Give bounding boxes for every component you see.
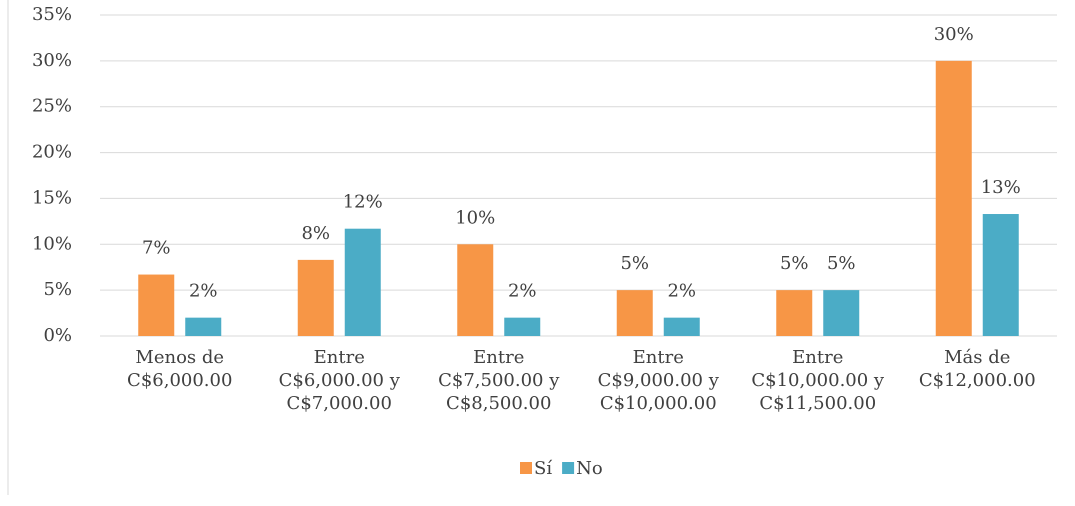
value-label: 5%: [827, 253, 856, 274]
x-tick-label: C$10,000.00 y: [751, 370, 885, 391]
bar: [823, 290, 860, 336]
x-tick-label: Más de: [944, 347, 1010, 368]
bar: [776, 290, 813, 336]
bar: [663, 317, 700, 336]
x-tick-label: C$6,000.00: [127, 370, 232, 391]
x-tick-label: Menos de: [135, 347, 224, 368]
x-tick-label: C$11,500.00: [759, 393, 876, 414]
x-tick-label: C$9,000.00 y: [598, 370, 720, 391]
x-tick-label: Entre: [792, 347, 843, 368]
legend-label: No: [576, 458, 603, 479]
y-tick-label: 5%: [43, 279, 72, 300]
x-tick-label: Entre: [633, 347, 684, 368]
x-tick-label: Entre: [473, 347, 524, 368]
value-label: 12%: [343, 192, 383, 213]
value-label: 13%: [981, 177, 1021, 198]
bar: [138, 274, 175, 336]
value-label: 10%: [455, 207, 495, 228]
x-tick-label: Entre: [314, 347, 365, 368]
value-label: 7%: [142, 238, 171, 259]
x-tick-label: C$7,000.00: [287, 393, 392, 414]
y-tick-label: 30%: [32, 50, 72, 71]
value-label: 5%: [780, 253, 809, 274]
x-tick-label: C$7,500.00 y: [438, 370, 560, 391]
value-label: 30%: [934, 24, 974, 45]
value-label: 8%: [301, 223, 330, 244]
x-tick-label: C$6,000.00 y: [279, 370, 401, 391]
bar: [616, 290, 653, 336]
x-tick-label: C$10,000.00: [600, 393, 717, 414]
y-tick-label: 20%: [32, 142, 72, 163]
bar: [982, 214, 1019, 336]
y-tick-label: 35%: [32, 4, 72, 25]
bar: [504, 317, 541, 336]
y-tick-label: 15%: [32, 187, 72, 208]
value-label: 5%: [620, 253, 649, 274]
y-tick-label: 10%: [32, 233, 72, 254]
value-label: 2%: [189, 281, 218, 302]
legend-swatch: [562, 462, 575, 474]
bar: [935, 60, 972, 336]
x-tick-label: C$8,500.00: [446, 393, 551, 414]
value-label: 2%: [508, 281, 537, 302]
bar: [297, 259, 334, 336]
bar: [344, 228, 381, 336]
legend-swatch: [520, 462, 532, 474]
x-tick-label: C$12,000.00: [919, 370, 1036, 391]
bar: [457, 244, 494, 336]
y-tick-label: 25%: [32, 96, 72, 117]
bar: [185, 317, 222, 336]
y-tick-label: 0%: [43, 325, 72, 346]
value-label: 2%: [667, 281, 696, 302]
legend-label: Sí: [534, 458, 552, 479]
